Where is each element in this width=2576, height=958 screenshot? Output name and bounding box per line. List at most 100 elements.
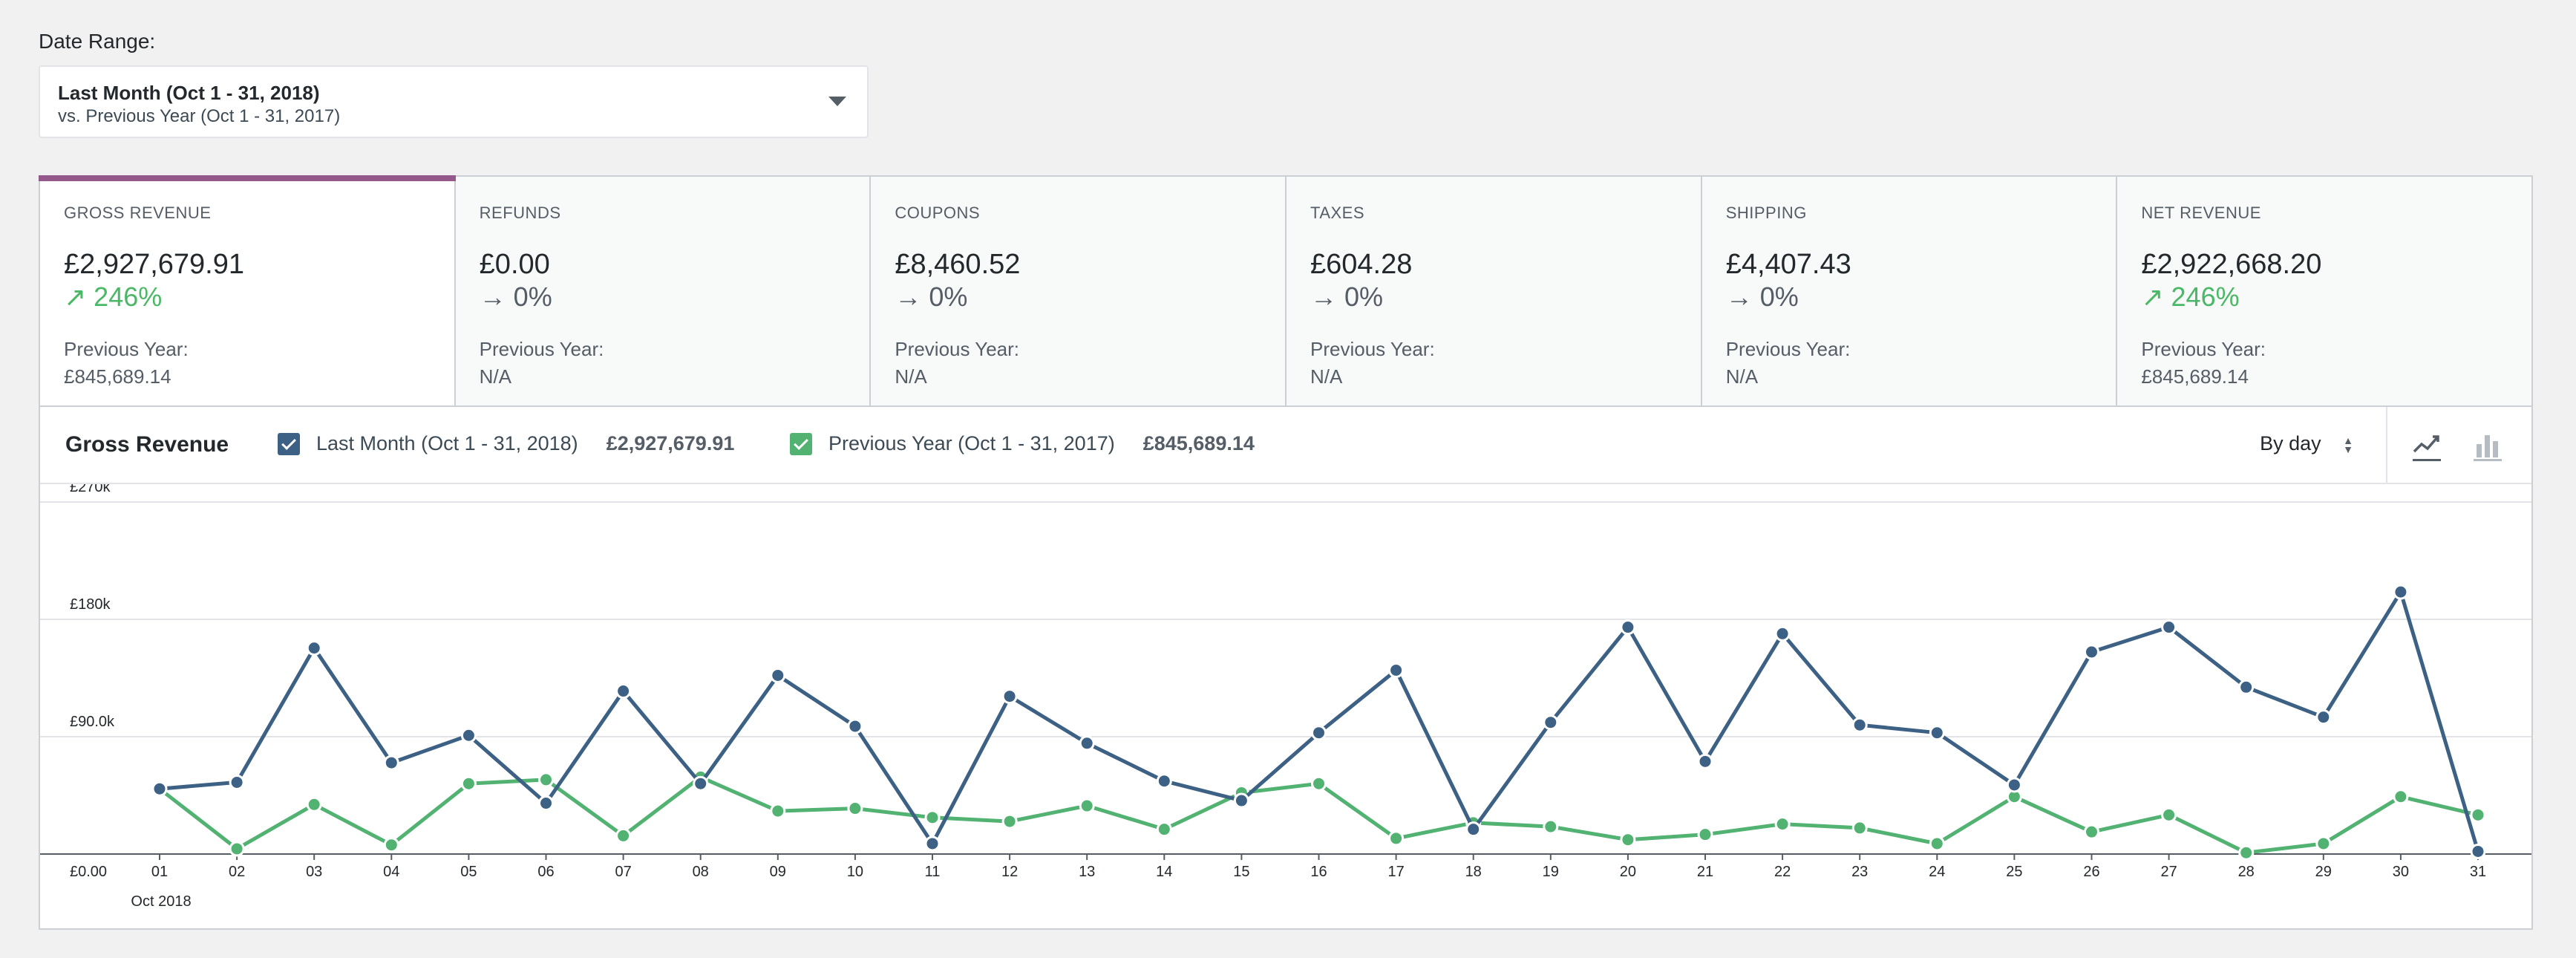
data-point-current[interactable] [693,775,709,792]
data-point-current[interactable] [1774,625,1791,642]
summary-card-net-revenue[interactable]: NET REVENUE £2,922,668.20 ↗ 246% Previou… [2117,177,2532,405]
data-point-previous[interactable] [2161,807,2177,823]
data-point-current[interactable] [1311,725,1327,741]
checkbox-checked-icon[interactable] [790,432,812,455]
line-chart-icon[interactable] [2410,429,2444,463]
card-prev-label: Previous Year: [479,338,604,360]
x-tick-label: 31 [2470,864,2486,880]
data-point-current[interactable] [1079,735,1095,752]
data-point-previous[interactable] [1543,818,1559,835]
data-point-current[interactable] [538,795,554,812]
data-point-previous[interactable] [1774,816,1791,832]
data-point-current[interactable] [151,781,168,797]
data-point-current[interactable] [615,683,632,700]
card-prev-value: N/A [1310,365,1343,388]
data-point-previous[interactable] [1156,821,1172,838]
data-point-previous[interactable] [770,803,786,819]
data-point-previous[interactable] [306,796,322,812]
summary-card-shipping[interactable]: SHIPPING £4,407.43 → 0% Previous Year: N… [1701,177,2118,405]
data-point-previous[interactable] [2470,807,2486,823]
x-tick-label: 30 [2393,864,2409,880]
data-point-current[interactable] [2470,843,2486,859]
data-point-current[interactable] [1697,753,1713,769]
date-range-label: Date Range: [39,30,156,53]
data-point-previous[interactable] [1388,830,1405,847]
data-point-previous[interactable] [924,809,941,826]
x-tick-label: 01 [151,864,168,880]
data-point-previous[interactable] [1079,798,1095,814]
data-point-previous[interactable] [383,837,399,853]
data-point-previous[interactable] [2393,789,2409,805]
x-tick-label: 28 [2238,864,2255,880]
y-tick-label: £90.0k [70,714,115,730]
data-point-current[interactable] [2161,619,2177,636]
data-point-current[interactable] [2393,584,2409,600]
data-point-previous[interactable] [1620,832,1636,848]
legend-item-previous[interactable]: Previous Year (Oct 1 - 31, 2017) £845,68… [790,432,1255,455]
x-tick-label: 02 [229,864,245,880]
data-point-previous[interactable] [2238,844,2255,861]
data-point-current[interactable] [924,835,941,852]
data-point-current[interactable] [1465,821,1482,838]
date-range-select[interactable]: Last Month (Oct 1 - 31, 2018) vs. Previo… [39,65,869,138]
data-point-current[interactable] [229,774,245,790]
summary-card-taxes[interactable]: TAXES £604.28 → 0% Previous Year: N/A [1287,177,1702,405]
data-point-current[interactable] [1929,725,1945,741]
data-point-current[interactable] [306,640,322,656]
x-tick-label: 04 [383,864,399,880]
data-point-current[interactable] [2238,679,2255,695]
data-point-current[interactable] [460,727,477,743]
x-tick-label: 12 [1001,864,1018,880]
legend-item-current[interactable]: Last Month (Oct 1 - 31, 2018) £2,927,679… [278,432,734,455]
data-point-previous[interactable] [615,827,632,844]
bar-chart-icon[interactable] [2471,429,2505,463]
data-point-current[interactable] [1001,688,1018,705]
data-point-previous[interactable] [1697,827,1713,843]
checkbox-checked-icon[interactable] [278,432,300,455]
data-point-current[interactable] [1543,714,1559,731]
data-point-current[interactable] [1851,717,1868,733]
data-point-current[interactable] [2006,777,2022,793]
card-delta: → 0% [1725,281,1799,312]
data-point-current[interactable] [1388,662,1405,678]
data-point-previous[interactable] [2084,824,2099,840]
data-point-current[interactable] [383,755,399,771]
data-point-previous[interactable] [1311,775,1327,792]
card-prev-label: Previous Year: [2141,338,2266,360]
card-value: £4,407.43 [1725,249,1851,280]
data-point-previous[interactable] [1929,835,1945,852]
data-point-current[interactable] [2084,644,2099,660]
card-label: TAXES [1310,203,1365,222]
card-value: £2,927,679.91 [64,249,245,280]
data-point-previous[interactable] [1001,813,1018,830]
card-prev-label: Previous Year: [895,338,1020,360]
x-tick-label: 29 [2315,864,2332,880]
data-point-current[interactable] [770,667,786,683]
y-tick-label: £0.00 [70,864,107,880]
data-point-previous[interactable] [847,801,863,817]
summary-card-coupons[interactable]: COUPONS £8,460.52 → 0% Previous Year: N/… [871,177,1287,405]
summary-card-refunds[interactable]: REFUNDS £0.00 → 0% Previous Year: N/A [455,177,872,405]
card-prev-value: N/A [479,365,512,388]
card-label: SHIPPING [1725,203,1807,222]
x-sublabel: Oct 2018 [131,893,191,910]
x-tick-label: 03 [306,864,322,880]
data-point-current[interactable] [2315,709,2332,726]
card-label: GROSS REVENUE [64,203,212,222]
summary-card-gross-revenue[interactable]: GROSS REVENUE £2,927,679.91 ↗ 246% Previ… [39,175,456,405]
interval-select[interactable]: By day ▲ ▼ [2260,432,2353,455]
data-point-current[interactable] [1156,773,1172,789]
card-prev-label: Previous Year: [1725,338,1851,360]
data-point-current[interactable] [1233,792,1249,809]
sort-arrows-icon: ▲ ▼ [2343,434,2353,455]
data-point-previous[interactable] [2315,835,2332,852]
data-point-current[interactable] [1620,619,1636,636]
x-tick-label: 22 [1774,864,1791,880]
data-point-previous[interactable] [460,775,477,792]
data-point-previous[interactable] [1851,820,1868,836]
data-point-current[interactable] [847,718,863,734]
y-tick-label: £180k [70,596,111,613]
x-tick-label: 06 [537,864,554,880]
data-point-previous[interactable] [229,841,245,857]
data-point-previous[interactable] [538,772,554,788]
